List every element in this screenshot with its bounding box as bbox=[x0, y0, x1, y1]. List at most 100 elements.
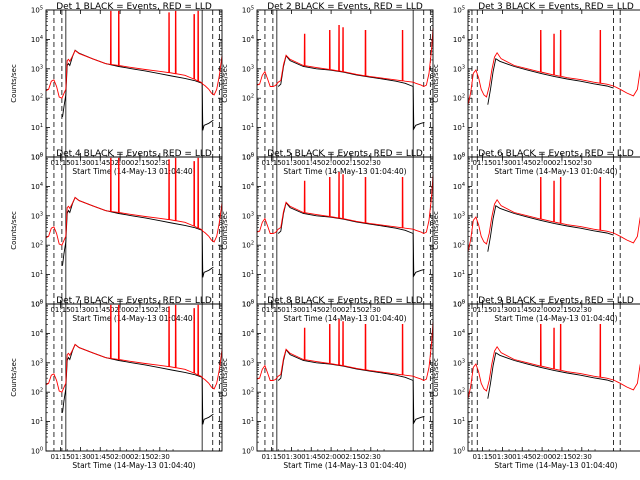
x-tick-label: 02:00 bbox=[532, 453, 552, 461]
detector-panel-3: Det 3 BLACK = Events, RED = LLD Counts/se… bbox=[432, 2, 640, 176]
y-tick-label: 104 bbox=[453, 329, 465, 338]
y-tick-label: 102 bbox=[453, 388, 465, 397]
detector-panel-4: Det 4 BLACK = Events, RED = LLD Counts/se… bbox=[10, 149, 223, 323]
x-tick-label: 01:15 bbox=[261, 159, 281, 167]
plot-frame bbox=[467, 9, 640, 158]
x-tick-label: 02:00 bbox=[110, 159, 130, 167]
x-tick-label: 01:15 bbox=[50, 159, 70, 167]
x-tick-label: 01:30 bbox=[281, 453, 301, 461]
x-tick-label: 01:30 bbox=[492, 453, 512, 461]
x-tick-label: 01:30 bbox=[70, 159, 90, 167]
x-axis-label: Start Time (14-May-13 01:04:40) bbox=[494, 167, 617, 176]
y-axis-label: Counts/sec bbox=[10, 358, 18, 397]
y-axis-label: Counts/sec bbox=[10, 64, 18, 103]
detector-panel-7: Det 7 BLACK = Events, RED = LLD Counts/se… bbox=[10, 296, 223, 470]
y-tick-label: 103 bbox=[242, 211, 254, 220]
y-tick-label: 103 bbox=[31, 64, 43, 73]
y-axis-label: Counts/sec bbox=[432, 211, 440, 250]
x-tick-label: 02:00 bbox=[321, 453, 341, 461]
plot-frame bbox=[45, 303, 223, 452]
detector-panel-9: Det 9 BLACK = Events, RED = LLD Counts/se… bbox=[432, 296, 640, 470]
x-tick-label: 02:00 bbox=[532, 159, 552, 167]
x-tick-label: 01:45 bbox=[512, 453, 532, 461]
lld-series-line bbox=[467, 177, 640, 252]
x-tick-label: 02:15 bbox=[130, 306, 150, 314]
x-tick-label: 02:00 bbox=[321, 159, 341, 167]
y-tick-label: 103 bbox=[453, 358, 465, 367]
y-tick-label: 102 bbox=[31, 94, 43, 103]
x-tick-label: 01:45 bbox=[90, 159, 110, 167]
y-tick-label: 100 bbox=[31, 300, 43, 309]
plot-frame bbox=[45, 9, 223, 158]
x-tick-label: 01:30 bbox=[492, 306, 512, 314]
y-tick-label: 105 bbox=[453, 300, 465, 309]
x-tick-label: 02:00 bbox=[532, 306, 552, 314]
detector-panel-1: Det 1 BLACK = Events, RED = LLD Counts/se… bbox=[10, 2, 223, 176]
lld-series-line bbox=[467, 30, 640, 105]
y-axis-label: Counts/sec bbox=[221, 211, 229, 250]
x-axis-label: Start Time (14-May-13 01:04:40) bbox=[283, 461, 406, 470]
panel-title: Det 5 BLACK = Events, RED = LLD bbox=[267, 149, 423, 159]
y-tick-label: 101 bbox=[453, 417, 465, 426]
y-tick-label: 102 bbox=[242, 241, 254, 250]
events-series-line bbox=[62, 49, 214, 131]
y-tick-label: 100 bbox=[242, 447, 254, 456]
lld-series-line bbox=[45, 10, 223, 99]
x-tick-label: 02:30 bbox=[361, 306, 381, 314]
x-tick-label: 02:15 bbox=[130, 453, 150, 461]
panel-title: Det 2 BLACK = Events, RED = LLD bbox=[267, 2, 423, 12]
panel-title: Det 6 BLACK = Events, RED = LLD bbox=[478, 149, 634, 159]
y-tick-label: 103 bbox=[453, 211, 465, 220]
y-tick-label: 105 bbox=[31, 6, 43, 15]
y-tick-label: 104 bbox=[31, 182, 43, 191]
y-tick-label: 102 bbox=[242, 388, 254, 397]
panel-title: Det 1 BLACK = Events, RED = LLD bbox=[56, 2, 212, 12]
x-tick-label: 01:45 bbox=[301, 306, 321, 314]
lld-series-line bbox=[256, 171, 434, 235]
y-tick-label: 105 bbox=[242, 153, 254, 162]
lld-series-line bbox=[256, 318, 434, 382]
panel-title: Det 9 BLACK = Events, RED = LLD bbox=[478, 296, 634, 306]
x-tick-label: 01:15 bbox=[50, 453, 70, 461]
lld-series-line bbox=[45, 304, 223, 393]
y-tick-label: 105 bbox=[242, 6, 254, 15]
y-tick-label: 104 bbox=[453, 182, 465, 191]
x-tick-label: 02:00 bbox=[110, 306, 130, 314]
events-series-line bbox=[62, 196, 214, 278]
x-tick-label: 01:45 bbox=[90, 306, 110, 314]
x-tick-label: 02:30 bbox=[150, 306, 170, 314]
x-tick-label: 01:15 bbox=[50, 306, 70, 314]
lld-series-line bbox=[256, 24, 434, 88]
y-tick-label: 102 bbox=[453, 94, 465, 103]
y-tick-label: 102 bbox=[242, 94, 254, 103]
y-axis-label: Counts/sec bbox=[221, 358, 229, 397]
y-axis-label: Counts/sec bbox=[432, 64, 440, 103]
x-tick-label: 01:45 bbox=[90, 453, 110, 461]
y-tick-label: 100 bbox=[453, 300, 465, 309]
x-tick-label: 02:15 bbox=[552, 453, 572, 461]
y-tick-label: 103 bbox=[31, 211, 43, 220]
y-tick-label: 105 bbox=[31, 300, 43, 309]
x-axis-label: Start Time (14-May-13 01:04:40) bbox=[72, 167, 195, 176]
x-tick-label: 02:00 bbox=[321, 306, 341, 314]
x-tick-label: 02:30 bbox=[572, 453, 592, 461]
x-axis-label: Start Time (14-May-13 01:04:40) bbox=[494, 314, 617, 323]
plot-frame bbox=[256, 303, 434, 452]
x-tick-label: 02:30 bbox=[572, 306, 592, 314]
y-tick-label: 101 bbox=[242, 417, 254, 426]
detector-panel-6: Det 6 BLACK = Events, RED = LLD Counts/se… bbox=[432, 149, 640, 323]
y-tick-label: 101 bbox=[242, 270, 254, 279]
x-tick-label: 01:45 bbox=[512, 306, 532, 314]
x-tick-label: 01:30 bbox=[492, 159, 512, 167]
x-tick-label: 01:30 bbox=[281, 159, 301, 167]
x-tick-label: 01:15 bbox=[472, 453, 492, 461]
y-tick-label: 102 bbox=[453, 241, 465, 250]
x-tick-label: 02:00 bbox=[110, 453, 130, 461]
x-tick-label: 02:15 bbox=[341, 306, 361, 314]
y-tick-label: 105 bbox=[453, 6, 465, 15]
y-tick-label: 103 bbox=[453, 64, 465, 73]
x-tick-label: 01:30 bbox=[281, 306, 301, 314]
panel-title: Det 3 BLACK = Events, RED = LLD bbox=[478, 2, 634, 12]
x-tick-label: 01:15 bbox=[472, 306, 492, 314]
y-tick-label: 101 bbox=[242, 123, 254, 132]
